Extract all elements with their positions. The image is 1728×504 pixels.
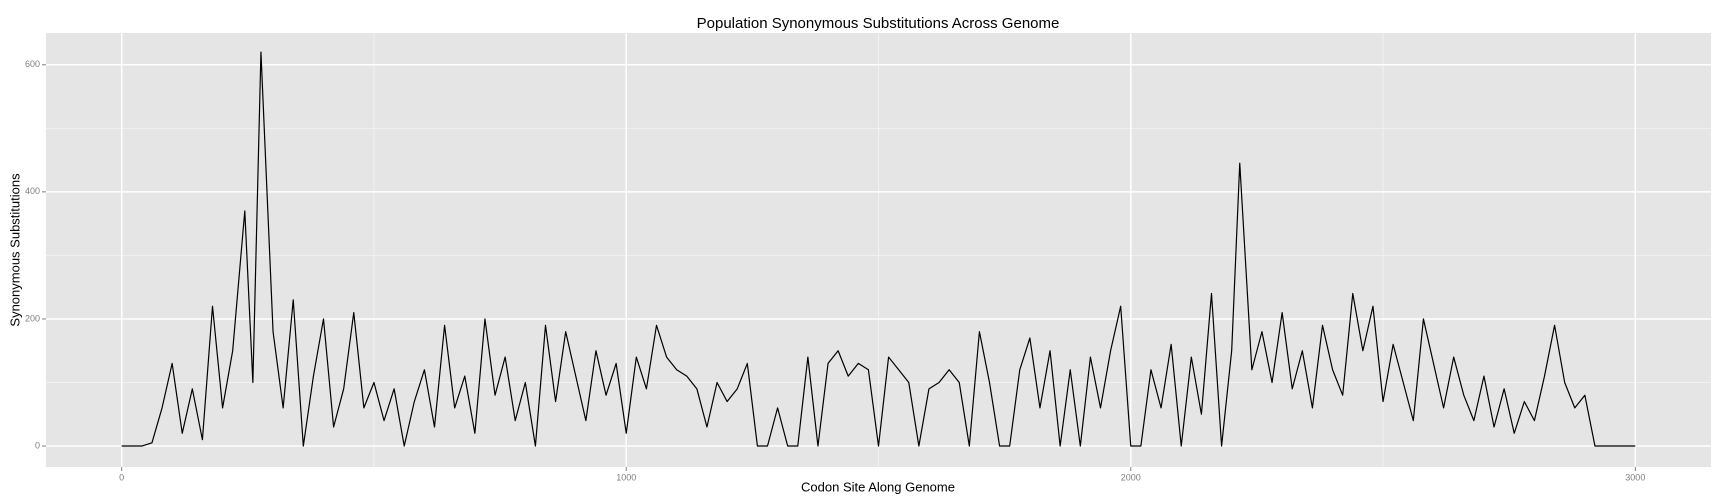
x-tick-label: 3000: [1625, 472, 1645, 482]
y-tick-label: 200: [25, 313, 40, 323]
y-tick-label: 600: [25, 59, 40, 69]
data-line: [121, 51, 1636, 447]
x-tick-label: 1000: [616, 472, 636, 482]
x-tick-label: 0: [119, 472, 124, 482]
chart-title: Population Synonymous Substitutions Acro…: [697, 15, 1060, 32]
y-tick-label: 0: [35, 440, 40, 450]
x-axis-label: Codon Site Along Genome: [801, 479, 955, 494]
y-axis-label: Synonymous Substitutions: [7, 173, 22, 327]
y-tick-label: 400: [25, 186, 40, 196]
x-tick-label: 2000: [1121, 472, 1141, 482]
